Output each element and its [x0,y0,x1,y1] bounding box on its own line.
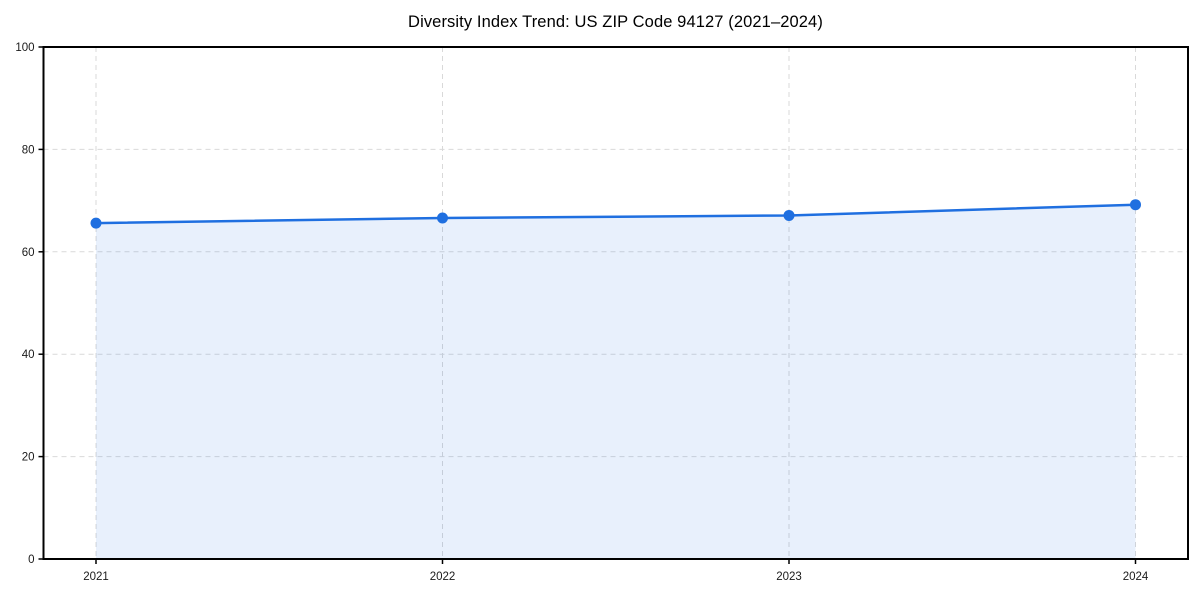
data-point-marker [783,209,795,221]
x-tick-label: 2023 [776,571,802,583]
y-tick-label: 80 [22,144,35,156]
plot-border [42,46,1189,560]
y-tick-label: 100 [15,42,34,54]
y-tick-label: 40 [22,349,35,361]
y-tick-label: 20 [22,452,35,464]
area-fill [96,204,1136,560]
y-tick-label: 60 [22,247,35,259]
data-point-marker [90,217,102,229]
trend-line [94,203,1137,225]
data-point-marker [437,212,448,224]
x-tick-label: 2022 [430,571,456,583]
y-tick-label: 0 [28,554,34,566]
data-point-marker [1130,199,1141,211]
x-tick-label: 2021 [83,571,109,583]
chart-title: Diversity Index Trend: US ZIP Code 94127… [408,13,823,31]
x-tick-label: 2024 [1123,571,1149,583]
